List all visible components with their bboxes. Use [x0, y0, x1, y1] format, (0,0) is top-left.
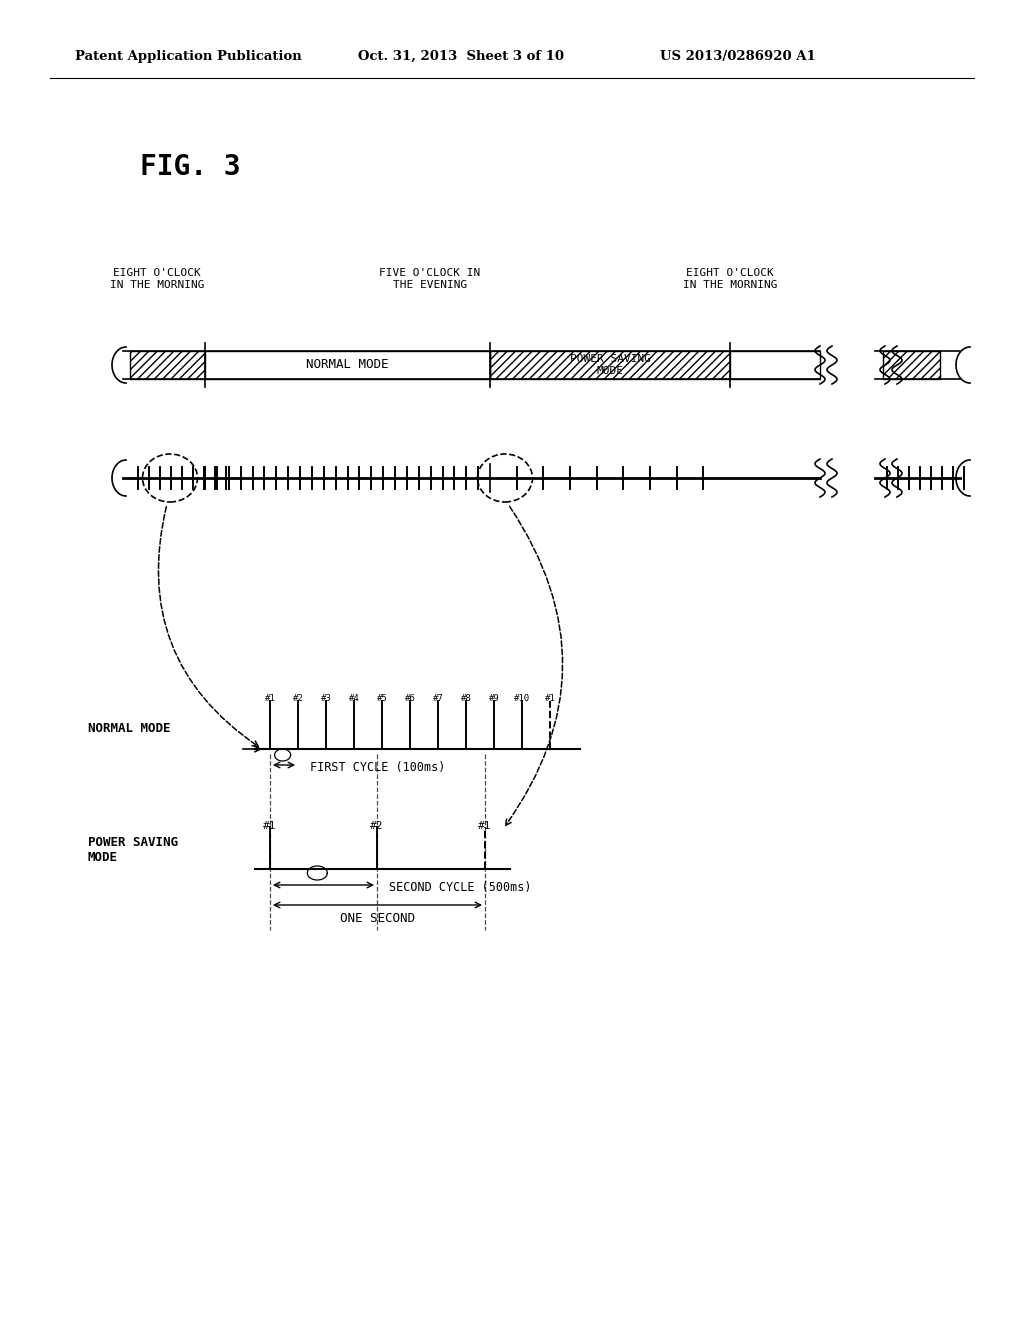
Text: POWER SAVING
MODE: POWER SAVING MODE [88, 836, 178, 865]
Text: #4: #4 [348, 694, 359, 704]
Text: #1: #1 [264, 694, 275, 704]
Text: #2: #2 [293, 694, 303, 704]
Text: #10: #10 [514, 694, 530, 704]
Text: FIVE O'CLOCK IN
THE EVENING: FIVE O'CLOCK IN THE EVENING [379, 268, 480, 289]
Text: #3: #3 [321, 694, 332, 704]
Text: #6: #6 [404, 694, 416, 704]
Text: EIGHT O'CLOCK
IN THE MORNING: EIGHT O'CLOCK IN THE MORNING [683, 268, 777, 289]
Text: #8: #8 [461, 694, 471, 704]
Bar [883, 351, 940, 379]
Text: #7: #7 [432, 694, 443, 704]
Text: NORMAL MODE: NORMAL MODE [88, 722, 171, 734]
Text: SECOND CYCLE (500ms): SECOND CYCLE (500ms) [389, 880, 531, 894]
Text: #1: #1 [545, 694, 555, 704]
Text: Patent Application Publication: Patent Application Publication [75, 50, 302, 63]
Text: EIGHT O'CLOCK
IN THE MORNING: EIGHT O'CLOCK IN THE MORNING [110, 268, 204, 289]
Bar [205, 351, 490, 379]
Bar [490, 351, 730, 379]
Text: Oct. 31, 2013  Sheet 3 of 10: Oct. 31, 2013 Sheet 3 of 10 [358, 50, 564, 63]
Bar [130, 351, 205, 379]
Text: #2: #2 [371, 821, 384, 832]
Text: POWER SAVING
MODE: POWER SAVING MODE [569, 354, 650, 376]
Text: US 2013/0286920 A1: US 2013/0286920 A1 [660, 50, 816, 63]
Bar [730, 351, 820, 379]
Text: FIG. 3: FIG. 3 [140, 153, 241, 181]
Text: #5: #5 [377, 694, 387, 704]
Text: #1: #1 [263, 821, 276, 832]
Text: FIRST CYCLE (100ms): FIRST CYCLE (100ms) [310, 760, 445, 774]
Text: NORMAL MODE: NORMAL MODE [306, 359, 389, 371]
Text: #1: #1 [478, 821, 492, 832]
Text: #9: #9 [488, 694, 500, 704]
Text: ONE SECOND: ONE SECOND [340, 912, 415, 925]
